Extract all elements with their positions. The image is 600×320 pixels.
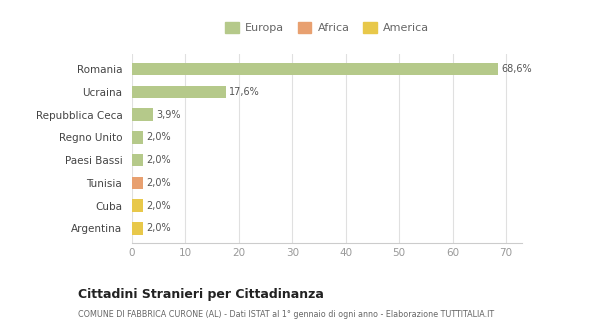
- Bar: [132, 86, 226, 98]
- Text: 2,0%: 2,0%: [146, 132, 170, 142]
- Bar: [132, 154, 143, 166]
- Bar: [132, 108, 153, 121]
- Bar: [132, 199, 143, 212]
- Text: 2,0%: 2,0%: [146, 201, 170, 211]
- Legend: Europa, Africa, America: Europa, Africa, America: [222, 19, 432, 36]
- Text: Cittadini Stranieri per Cittadinanza: Cittadini Stranieri per Cittadinanza: [78, 288, 324, 301]
- Text: 2,0%: 2,0%: [146, 155, 170, 165]
- Text: 2,0%: 2,0%: [146, 178, 170, 188]
- Text: 2,0%: 2,0%: [146, 223, 170, 233]
- Text: COMUNE DI FABBRICA CURONE (AL) - Dati ISTAT al 1° gennaio di ogni anno - Elabora: COMUNE DI FABBRICA CURONE (AL) - Dati IS…: [78, 310, 494, 319]
- Bar: [132, 222, 143, 235]
- Bar: [132, 131, 143, 144]
- Text: 17,6%: 17,6%: [229, 87, 260, 97]
- Text: 68,6%: 68,6%: [502, 64, 532, 74]
- Bar: [132, 63, 499, 76]
- Bar: [132, 177, 143, 189]
- Text: 3,9%: 3,9%: [156, 110, 181, 120]
